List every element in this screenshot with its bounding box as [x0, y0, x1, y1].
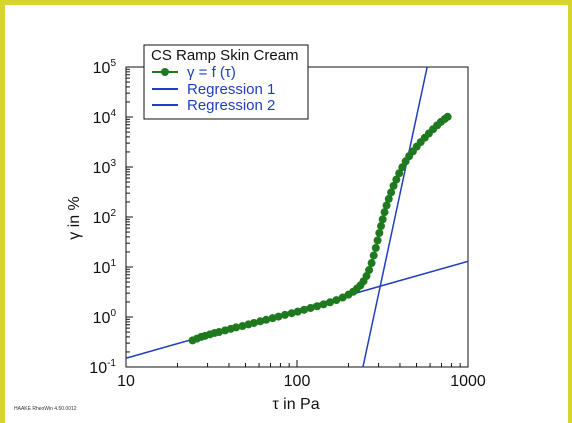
y-tick-label: 102	[93, 208, 117, 227]
legend-box	[143, 44, 309, 120]
data-point	[300, 305, 309, 314]
data-point	[395, 169, 404, 178]
data-point	[362, 272, 371, 281]
data-point	[293, 307, 302, 316]
data-point	[373, 236, 382, 245]
data-point	[313, 302, 322, 311]
tick-labels: 10 100 1000 10-1 100 101 102 103 104 105	[89, 58, 486, 390]
data-point	[332, 296, 341, 305]
data-point	[232, 323, 241, 332]
data-point	[389, 181, 398, 190]
x-tick-label: 1000	[450, 373, 486, 390]
data-point	[392, 175, 401, 184]
data-point	[398, 163, 407, 172]
data-point	[326, 298, 335, 307]
axis-ticks	[125, 68, 461, 368]
y-tick-label: 10-1	[89, 358, 116, 377]
data-point	[287, 309, 296, 318]
data-point	[377, 222, 386, 231]
y-tick-label: 104	[93, 108, 117, 127]
data-point	[306, 304, 315, 313]
data-series	[188, 112, 452, 345]
y-tick-label: 101	[93, 258, 117, 277]
data-point	[384, 194, 393, 203]
data-point	[369, 251, 378, 260]
data-point	[365, 266, 374, 275]
data-point	[367, 259, 376, 268]
data-point	[371, 243, 380, 252]
data-point	[380, 208, 389, 217]
data-point	[215, 328, 224, 337]
data-point	[262, 315, 271, 324]
legend-entry-1: γ = f (τ)	[187, 64, 236, 81]
software-footer: HAAKE RheoWin 4.50.0012	[14, 406, 77, 412]
x-axis-label: τ in Pa	[272, 396, 319, 413]
data-point	[375, 228, 384, 237]
data-point	[382, 201, 391, 210]
legend-marker-dot-1	[161, 68, 169, 76]
data-point	[280, 310, 289, 319]
y-axis-label: γ in %	[66, 196, 83, 240]
data-point	[319, 300, 328, 309]
data-point	[443, 112, 452, 121]
data-point	[249, 318, 258, 327]
regression-line-2	[362, 67, 428, 367]
data-point	[378, 215, 387, 224]
legend-title: CS Ramp Skin Cream	[151, 47, 299, 64]
y-tick-label: 103	[93, 158, 117, 177]
legend: CS Ramp Skin Cream γ = f (τ) Regression …	[143, 44, 309, 120]
x-tick-label: 10	[117, 373, 135, 390]
legend-entry-3: Regression 2	[187, 97, 275, 114]
data-point	[274, 312, 283, 321]
legend-entry-2: Regression 1	[187, 81, 275, 98]
x-tick-label: 100	[284, 373, 311, 390]
data-point	[387, 188, 396, 197]
y-tick-label: 100	[93, 308, 117, 327]
y-tick-label: 105	[93, 58, 117, 77]
